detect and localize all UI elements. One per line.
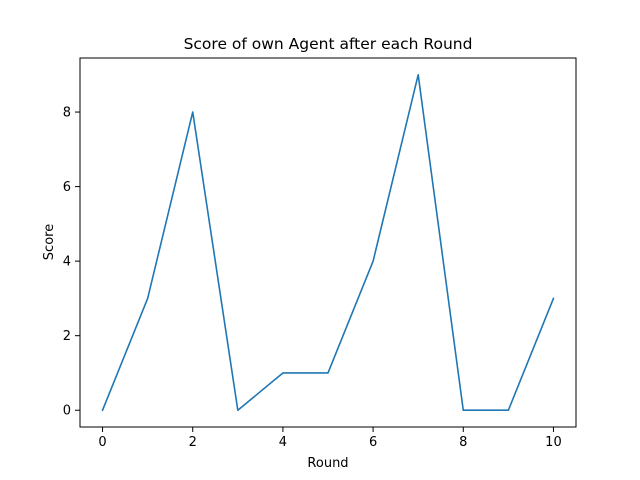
y-tick-label: 6: [63, 180, 71, 195]
x-tick-label: 0: [98, 435, 106, 450]
x-axis: 0 2 4 6 8 10: [98, 427, 562, 450]
series-line: [101, 73, 555, 412]
x-tick-label: 2: [189, 435, 197, 450]
plot-area: [101, 73, 555, 412]
y-tick-label: 0: [63, 404, 71, 419]
y-tick-label: 8: [63, 106, 71, 121]
y-tick-label: 2: [63, 329, 71, 344]
y-axis: 0 2 4 6 8: [63, 106, 80, 419]
x-tick-label: 6: [369, 435, 377, 450]
x-tick-label: 4: [279, 435, 287, 450]
x-tick-label: 10: [545, 435, 562, 450]
y-axis-label: Score: [42, 224, 57, 260]
y-tick-label: 4: [63, 255, 71, 270]
x-tick-label: 8: [459, 435, 467, 450]
x-axis-label: Round: [307, 456, 348, 471]
axes-frame: [79, 57, 577, 428]
chart-title: Score of own Agent after each Round: [184, 35, 473, 53]
